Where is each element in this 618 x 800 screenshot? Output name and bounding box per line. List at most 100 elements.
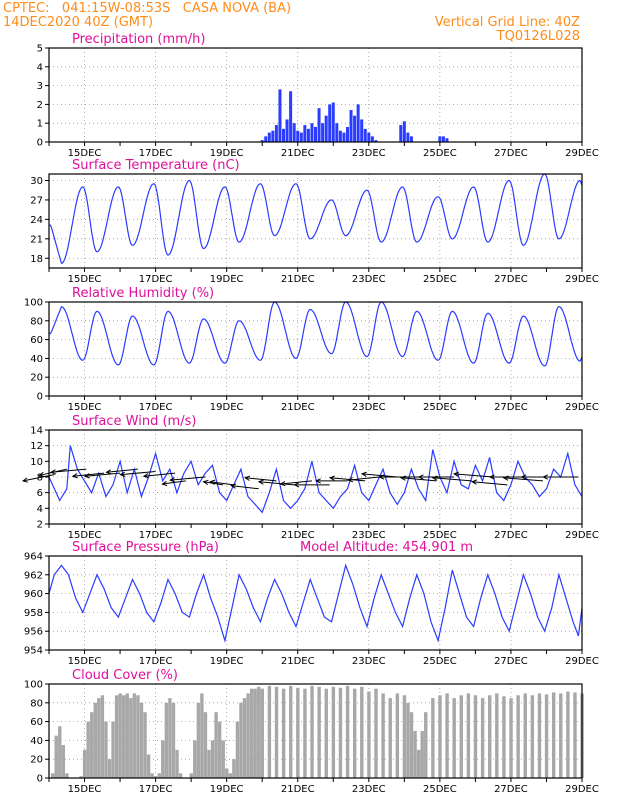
x-tick-label: 21DEC	[281, 148, 315, 159]
wind-arrowhead	[119, 471, 126, 477]
x-tick-label: 25DEC	[423, 274, 457, 285]
precip-bar	[264, 136, 268, 142]
cloud-bar	[303, 688, 307, 778]
cloud-bar	[214, 712, 218, 778]
precip-bar	[274, 125, 278, 142]
wind-arrowhead	[520, 474, 527, 480]
wind-arrowhead	[347, 477, 354, 483]
y-tick-label: 5	[37, 44, 43, 55]
y-tick-label: 3	[37, 81, 43, 92]
header-date: 14DEC2020 40Z (GMT)	[3, 15, 154, 30]
panel-5: Cloud Cover (%) 0 20 40 60 80 100 15DEC 17DEC 19D…	[24, 668, 599, 795]
precip-bar	[278, 89, 282, 142]
cloud-bar	[97, 698, 101, 778]
x-tick-label: 21DEC	[281, 656, 315, 667]
cloud-bar	[232, 759, 236, 778]
wind-vector	[170, 476, 206, 481]
precip-bar	[285, 119, 289, 142]
precip-bar	[317, 108, 321, 142]
wind-arrowhead	[21, 477, 29, 483]
cloud-bar	[79, 776, 83, 778]
cloud-bar	[136, 695, 140, 778]
plot-frame	[48, 47, 583, 143]
y-tick-label: 964	[24, 552, 43, 563]
cloud-bar	[296, 687, 300, 778]
precip-bar	[310, 123, 314, 142]
precip-bar	[289, 91, 293, 142]
wind-arrowhead	[105, 469, 112, 475]
cloud-bar	[452, 698, 456, 778]
x-tick-label: 29DEC	[565, 402, 599, 413]
header-model-id: TQ0126L028	[496, 29, 580, 44]
precip-bar	[324, 115, 328, 142]
y-tick-label: 958	[24, 608, 43, 619]
cloud-bar	[402, 695, 407, 778]
x-tick-label: 27DEC	[494, 656, 528, 667]
wind-vector	[348, 476, 380, 481]
cloud-bar	[310, 685, 314, 778]
x-tick-label: 17DEC	[139, 274, 173, 285]
cloud-bar	[551, 692, 556, 778]
wind-arrowhead	[315, 478, 321, 484]
y-tick-label: 960	[24, 589, 43, 600]
wind-arrowhead	[399, 475, 406, 481]
x-tick-label: 15DEC	[68, 530, 102, 541]
wind-vector	[106, 468, 138, 473]
wind-arrowhead	[71, 473, 78, 479]
panel-title: Cloud Cover (%)	[72, 668, 178, 683]
x-tick-label: 29DEC	[565, 656, 599, 667]
y-tick-label: 962	[24, 570, 43, 581]
wind-arrowhead	[502, 475, 509, 481]
precip-bar	[367, 132, 371, 142]
cloud-bar	[438, 695, 442, 778]
wind-arrowhead	[83, 473, 90, 479]
y-tick-label: 80	[30, 316, 43, 327]
cloud-bar	[488, 695, 492, 778]
precip-bar	[299, 132, 303, 142]
series-line	[48, 563, 583, 643]
wind-vector	[330, 477, 366, 482]
y-tick-label: 40	[30, 736, 43, 747]
panel-title: Precipitation (mm/h)	[72, 32, 205, 47]
x-tick-label: 23DEC	[352, 274, 386, 285]
precip-bar	[282, 128, 286, 142]
precip-bar	[349, 110, 353, 142]
y-tick-label: 0	[37, 774, 43, 785]
x-tick-label: 19DEC	[210, 530, 244, 541]
precip-bar	[267, 132, 271, 142]
cloud-bar	[367, 691, 371, 778]
x-tick-label: 19DEC	[210, 402, 244, 413]
x-tick-label: 29DEC	[565, 784, 599, 795]
panel-title: Surface Wind (m/s)	[72, 414, 196, 429]
cloud-bar	[132, 693, 137, 778]
precip-bar	[406, 132, 410, 142]
cloud-bar	[566, 691, 570, 778]
cloud-bar	[246, 693, 250, 778]
y-tick-label: 60	[30, 335, 43, 346]
cloud-bar	[54, 735, 58, 778]
x-tick-label: 27DEC	[494, 402, 528, 413]
cloud-bar	[466, 693, 471, 778]
precip-bar	[363, 128, 367, 142]
cloud-bar	[150, 773, 154, 778]
y-tick-label: 80	[30, 698, 43, 709]
x-tick-label: 27DEC	[494, 530, 528, 541]
x-tick-label: 19DEC	[210, 784, 244, 795]
y-tick-label: 30	[30, 176, 43, 187]
y-tick-label: 2	[37, 100, 43, 111]
header-grid-note: Vertical Grid Line: 40Z	[434, 15, 580, 30]
wind-arrowhead	[202, 479, 209, 486]
cloud-bar	[157, 773, 161, 778]
plot-frame	[48, 555, 583, 651]
x-tick-label: 17DEC	[139, 784, 173, 795]
cloud-bar	[61, 745, 66, 778]
y-tick-label: 10	[30, 457, 43, 468]
precip-bar	[356, 104, 360, 142]
precip-bar	[328, 104, 332, 142]
cloud-bar	[58, 726, 62, 778]
x-tick-label: 27DEC	[494, 148, 528, 159]
y-tick-label: 1	[37, 119, 43, 130]
cloud-bar	[289, 685, 293, 778]
x-tick-label: 21DEC	[281, 402, 315, 413]
precip-bar	[409, 136, 413, 142]
